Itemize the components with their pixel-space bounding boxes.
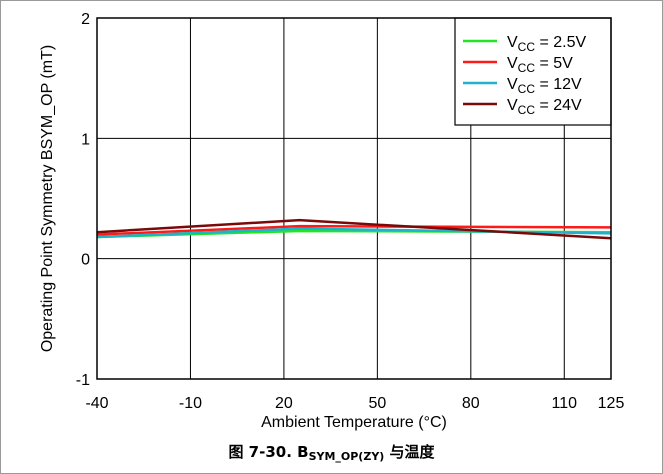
series-line — [96, 224, 612, 236]
y-tick-label: 1 — [81, 131, 90, 148]
caption-prefix: 图 7-30. B — [228, 443, 309, 461]
plot-border — [96, 17, 612, 380]
y-tick-label: 2 — [81, 11, 90, 28]
x-tick-label: 125 — [598, 395, 625, 412]
y-tick-label: -1 — [76, 372, 90, 389]
x-tick-label: 20 — [275, 395, 293, 412]
legend-entry: VCC = 24V — [507, 97, 582, 117]
caption-suffix: 与温度 — [384, 443, 435, 461]
series-line — [96, 218, 612, 240]
legend-entry: VCC = 12V — [507, 76, 582, 96]
y-axis-label: Operating Point Symmetry BSYM_OP (mT) — [39, 45, 56, 352]
legend-entry: VCC = 2.5V — [507, 34, 586, 54]
x-tick-label: 80 — [462, 395, 480, 412]
x-tick-label: 110 — [552, 395, 578, 412]
x-axis-label: Ambient Temperature (°C) — [261, 414, 447, 431]
legend-entry: VCC = 5V — [507, 55, 573, 75]
x-tick-label: -10 — [179, 395, 202, 412]
y-tick-label: 0 — [81, 252, 90, 269]
x-tick-label: -40 — [85, 395, 108, 412]
caption-subscript: SYM_OP(ZY) — [308, 450, 385, 463]
figure-caption: 图 7-30. BSYM_OP(ZY) 与温度 — [0, 441, 663, 463]
x-tick-label: 50 — [368, 395, 386, 412]
